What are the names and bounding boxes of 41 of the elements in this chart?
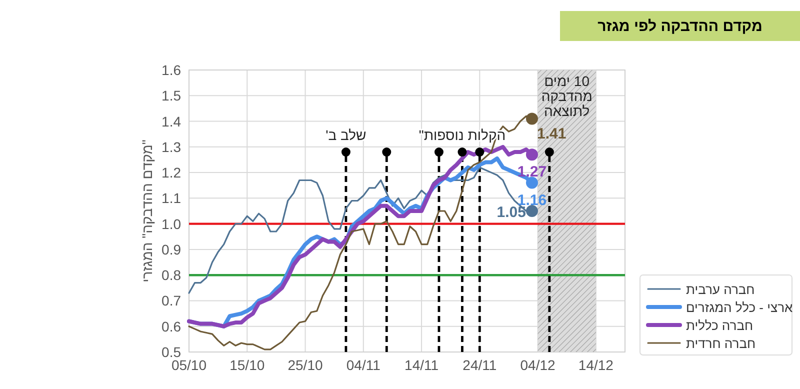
point — [526, 148, 538, 161]
y-tick-label: 0.8 — [162, 267, 182, 284]
x-tick-label: 05/10 — [171, 357, 207, 373]
legend-label: ארצי - כלל המגזרים — [686, 300, 793, 315]
x-tick-label: 04/12 — [520, 357, 556, 373]
x-tick-label: 24/11 — [462, 357, 497, 373]
ylabel: "מקדם ההדבקה" המגזרי — [139, 140, 155, 282]
x-tick-label: 15/10 — [230, 357, 265, 373]
ref-line-label: שלב ב' — [326, 126, 366, 143]
point — [434, 148, 444, 157]
data-label: 1.05 — [496, 204, 526, 221]
y-tick-label: 0.5 — [162, 344, 182, 360]
x-tick-label: 14/11 — [404, 357, 439, 373]
y-tick-label: 1.6 — [162, 62, 182, 78]
x-tick-label: 14/12 — [578, 357, 614, 373]
data-label: 1.41 — [536, 126, 566, 143]
point — [544, 148, 554, 157]
legend-label: חברה ערבית — [686, 282, 755, 297]
title: מקדם ההדבקה לפי מגזר — [598, 18, 762, 35]
x-tick-label: 25/10 — [288, 357, 323, 373]
point — [526, 205, 538, 217]
x-tick-label: 04/11 — [346, 357, 381, 373]
y-tick-label: 1.3 — [162, 138, 182, 155]
point — [475, 148, 484, 157]
y-tick-label: 0.9 — [162, 241, 182, 258]
legend-label: חברה חרדית — [686, 336, 756, 351]
y-tick-label: 1.0 — [162, 216, 182, 232]
point — [341, 148, 350, 157]
y-tick-label: 1.1 — [162, 190, 182, 206]
y-tick-label: 1.5 — [162, 88, 182, 104]
y-tick-label: 1.4 — [162, 113, 182, 130]
y-tick-label: 0.7 — [162, 292, 182, 309]
y-tick-label: 1.2 — [162, 164, 182, 181]
band-label: 10 ימים מהדבקה לתוצאה — [541, 73, 592, 119]
point — [458, 148, 467, 157]
point — [526, 112, 538, 125]
point — [382, 148, 392, 157]
data-label: 1.27 — [517, 164, 547, 181]
legend-label: חברה כללית — [686, 318, 754, 333]
y-tick-label: 0.6 — [162, 318, 182, 334]
point — [526, 176, 538, 189]
